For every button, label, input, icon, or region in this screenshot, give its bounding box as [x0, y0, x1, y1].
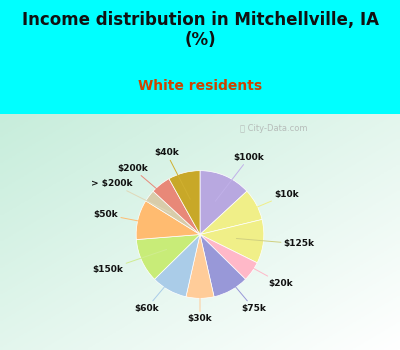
Text: ⓘ City-Data.com: ⓘ City-Data.com [240, 124, 308, 133]
Text: $10k: $10k [232, 190, 299, 217]
Wedge shape [136, 234, 200, 279]
Text: $40k: $40k [154, 148, 190, 199]
Text: $75k: $75k [218, 266, 266, 313]
Text: White residents: White residents [138, 79, 262, 93]
Text: $200k: $200k [117, 164, 177, 206]
Text: $60k: $60k [134, 266, 182, 313]
Wedge shape [169, 171, 200, 234]
Text: $30k: $30k [188, 271, 212, 323]
Text: > $200k: > $200k [92, 179, 171, 213]
Text: $125k: $125k [236, 238, 315, 248]
Wedge shape [154, 234, 200, 297]
Wedge shape [200, 234, 246, 297]
Wedge shape [200, 171, 247, 234]
Wedge shape [146, 191, 200, 235]
Text: $20k: $20k [230, 256, 293, 288]
Text: $100k: $100k [215, 153, 264, 201]
Text: $50k: $50k [94, 210, 164, 226]
Text: Income distribution in Mitchellville, IA
(%): Income distribution in Mitchellville, IA… [22, 10, 378, 49]
Wedge shape [153, 179, 200, 234]
Text: $150k: $150k [92, 250, 167, 274]
Wedge shape [200, 191, 262, 235]
Wedge shape [136, 201, 200, 239]
Wedge shape [200, 234, 257, 279]
Wedge shape [200, 219, 264, 263]
Wedge shape [186, 234, 214, 298]
